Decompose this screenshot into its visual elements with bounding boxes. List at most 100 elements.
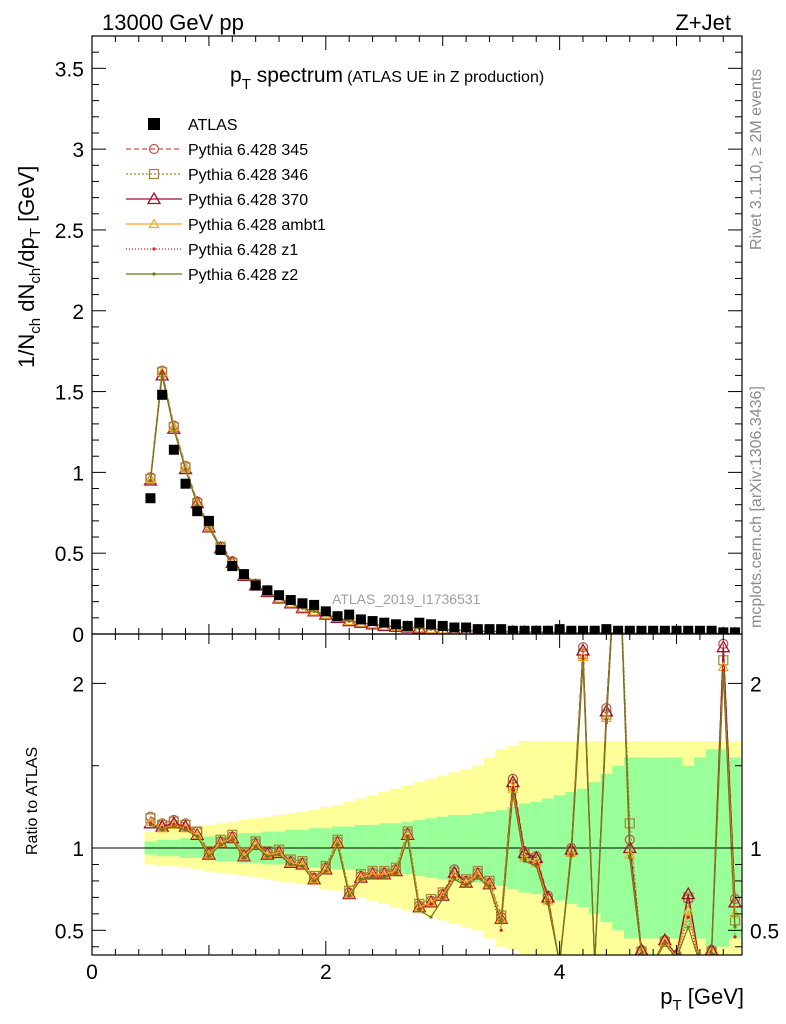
legend-label: Pythia 6.428 345 [188,142,308,159]
ratio-point [148,823,153,827]
ratio-point [511,788,515,792]
ratio-point [406,836,410,840]
ratio-point [265,854,269,858]
ratio-point [355,871,367,882]
ratio-ytick-label: 1 [72,838,84,861]
ratio-ytick-label: 1 [750,838,762,861]
plot-title: pT spectrum (ATLAS UE in Z production) [230,64,544,93]
main-point [183,467,188,471]
data-point [215,544,226,555]
legend: ATLAS Pythia 6.428 345 Pythia 6.428 346 Pyt… [126,117,326,284]
data-point [542,625,553,634]
main-ytick-label: 0.5 [55,543,84,566]
ratio-point [226,832,238,843]
data-point [250,580,261,591]
ratio-point [230,838,234,842]
data-point [706,625,717,634]
main-ylabel: 1/Nch dNch/dpT [GeV] [14,166,44,368]
ratio-point [250,838,262,849]
ratio-point [614,514,623,523]
ratio-point [318,862,333,875]
data-point [683,625,694,634]
ratio-point [628,856,632,860]
main-point [172,427,176,431]
ratio-point [683,892,694,903]
legend-marker [152,247,156,251]
main-ytick-label: 1 [72,462,84,485]
ratio-point [590,959,599,967]
ratio-frame [91,633,743,956]
ratio-point [273,847,285,858]
ratio-point [663,941,667,946]
ratio-point [464,884,468,888]
ratio-point [324,869,328,873]
main-point [347,619,351,623]
legend-marker [148,218,160,229]
ratio-point [347,894,351,898]
ratio-point [706,945,717,955]
data-point [145,493,156,504]
main-point [144,473,156,483]
ratio-point [330,835,345,849]
ratio-point [604,721,608,725]
ratio-point [721,668,725,672]
data-point [309,599,320,610]
data-point [320,606,331,617]
ratio-point [441,897,445,901]
ratio-point [569,854,573,858]
ratio-point [160,828,164,832]
data-point [192,506,203,517]
ratio-point [254,844,258,848]
main-point [195,503,199,507]
ratio-point [733,935,737,939]
data-point [472,624,483,634]
ratio-point [429,915,433,919]
main-ytick-label: 1.5 [55,382,84,405]
ratio-point [190,827,205,840]
ratio-point [225,830,240,844]
ratio-point [716,639,731,653]
ratio-point [589,957,601,968]
data-point [344,609,355,620]
ratio-point [682,904,694,915]
main-ytick-label: 0 [72,624,84,647]
ratio-point [248,837,263,850]
main-point [312,609,316,613]
data-point [390,619,401,630]
data-point [426,619,437,630]
header-right: Z+Jet [675,10,731,35]
mcplots-label: mcplots.cern.ch [arXiv:1306.3436] [748,386,765,628]
data-point [157,389,168,400]
ratio-point [207,854,211,858]
ratio-point [686,915,690,919]
ratio-point [659,936,671,946]
main-ytick-label: 3 [72,139,84,162]
main-ytick-label: 3.5 [55,58,84,81]
ratio-point [639,951,644,955]
ratio-point [342,886,357,900]
data-point [659,625,670,634]
data-point [227,561,238,572]
main-point [207,525,211,529]
ratio-point [215,837,227,848]
ratio-point [695,959,704,967]
data-point [274,590,285,601]
ratio-point [698,962,701,965]
ratio-point [721,671,725,676]
ratio-point [335,843,340,847]
main-point [160,372,164,376]
ratio-point [218,843,223,847]
xtick-label: 4 [554,961,566,984]
data-point [402,620,413,631]
data-point [238,569,249,580]
ratio-point [616,517,619,520]
ratio-point [242,856,246,860]
xtick-label: 0 [86,961,98,984]
ratio-point [649,959,658,968]
ratio-point [695,959,704,968]
ratio-point [581,657,585,661]
rivet-label: Rivet 3.1.10, ≥ 2M events [748,69,765,250]
ratio-ytick-label: 2 [72,673,84,696]
main-point [155,368,170,381]
